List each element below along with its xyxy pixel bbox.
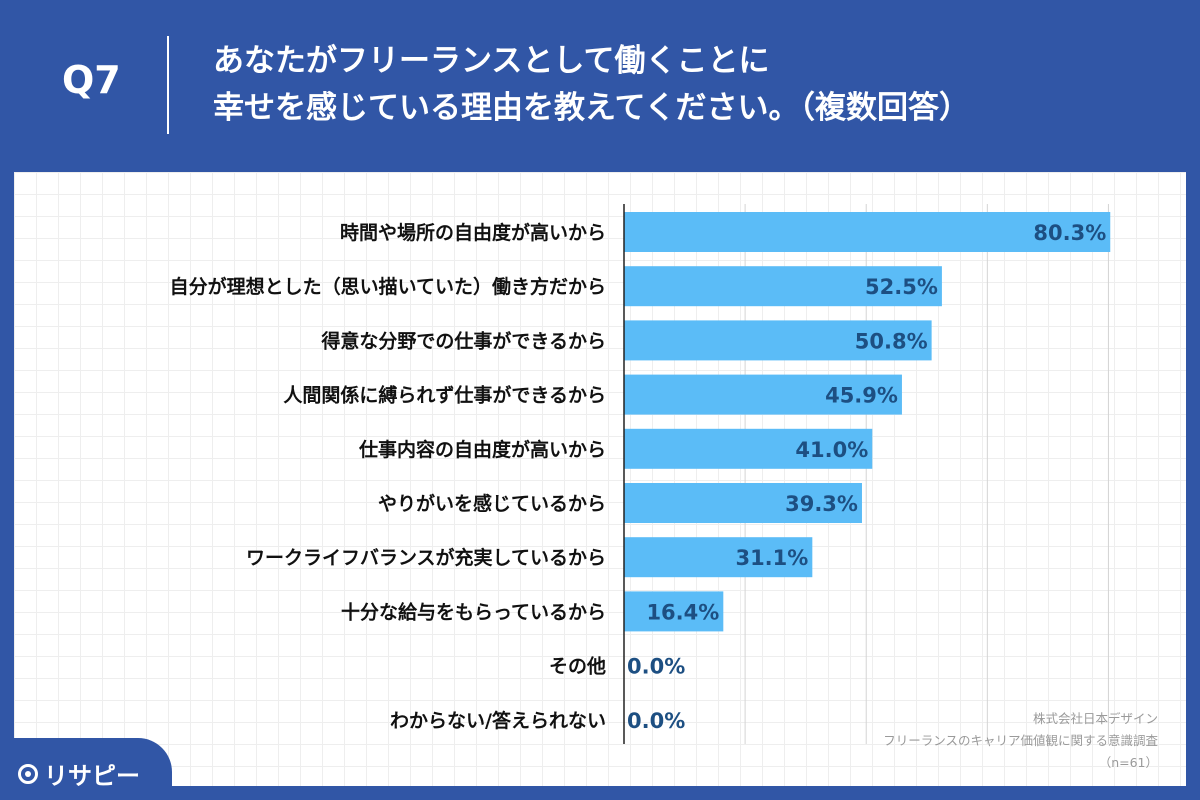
source-survey: フリーランスのキャリア価値観に関する意識調査 [883, 733, 1158, 748]
value-label: 52.5% [865, 275, 938, 299]
source-note: 株式会社日本デザイン フリーランスのキャリア価値観に関する意識調査 （n=61） [883, 708, 1158, 774]
category-label: やりがいを感じているから [378, 492, 606, 515]
category-label: 自分が理想とした（思い描いていた）働き方だから [170, 275, 606, 298]
value-label: 31.1% [735, 546, 808, 570]
value-label: 80.3% [1033, 221, 1106, 245]
category-label: 仕事内容の自由度が高いから [358, 438, 606, 461]
question-title: あなたがフリーランスとして働くことに 幸せを感じている理由を教えてください。（複… [213, 38, 970, 132]
value-label: 39.3% [785, 492, 858, 516]
bar [624, 266, 942, 307]
value-label: 16.4% [646, 600, 719, 624]
bar [624, 483, 862, 523]
source-company: 株式会社日本デザイン [1032, 711, 1158, 726]
value-label: 50.8% [855, 329, 928, 353]
logo-icon [18, 763, 38, 784]
source-sample: （n=61） [1098, 755, 1158, 770]
category-label: 人間関係に縛られず仕事ができるから [283, 384, 606, 407]
category-label: 得意な分野での仕事ができるから [320, 329, 606, 352]
value-label: 0.0% [627, 709, 685, 733]
value-label: 0.0% [627, 655, 685, 679]
category-label: 十分な給与をもらっているから [341, 600, 606, 623]
category-label: 時間や場所の自由度が高いから [340, 221, 606, 244]
value-label: 45.9% [825, 384, 898, 408]
brand-logo: リサピー [18, 756, 140, 791]
category-label: その他 [549, 655, 606, 678]
question-number: Q7 [62, 58, 121, 102]
bar [624, 591, 724, 632]
header-divider [167, 36, 169, 134]
question-title-line2: 幸せを感じている理由を教えてください。（複数回答） [213, 90, 971, 126]
bar [624, 428, 873, 469]
bar [624, 374, 902, 415]
value-label: 41.0% [795, 438, 868, 462]
bar [624, 537, 813, 578]
category-label: ワークライフバランスが充実しているから [246, 546, 606, 569]
question-title-line1: あなたがフリーランスとして働くことに [213, 43, 770, 79]
chart-panel: 時間や場所の自由度が高いから 80.3% 自分が理想とした（思い描いていた）働き方だ… [14, 172, 1186, 786]
logo-text: リサピー [44, 762, 140, 790]
bar [624, 320, 932, 361]
category-label: わからない/答えられない [390, 709, 606, 732]
bar [624, 212, 1111, 252]
bar-chart: 時間や場所の自由度が高いから 80.3% 自分が理想とした（思い描いていた）働き方だ… [170, 204, 1111, 744]
header: Q7 あなたがフリーランスとして働くことに 幸せを感じている理由を教えてください… [0, 0, 1200, 170]
